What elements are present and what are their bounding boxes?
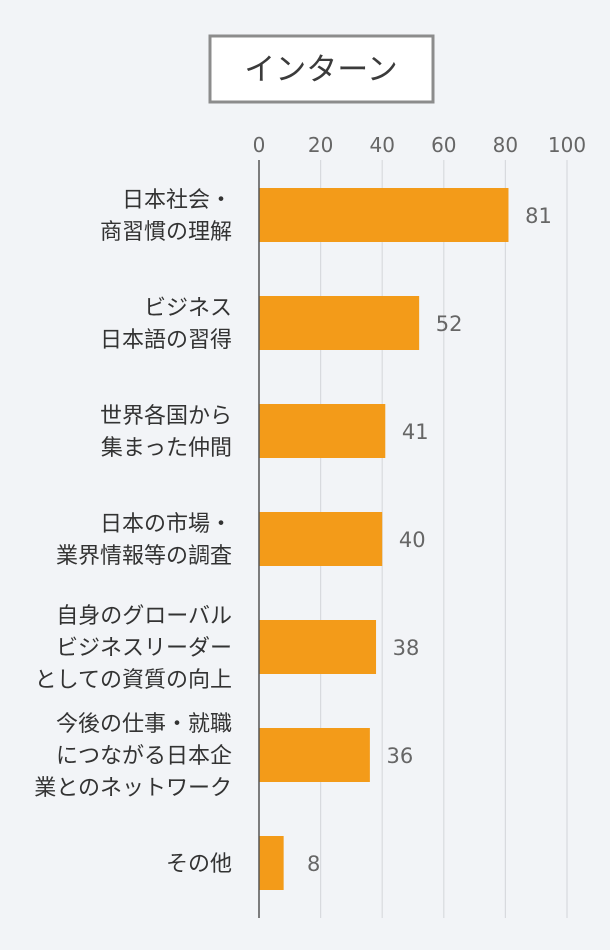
bar — [259, 404, 386, 458]
x-axis-ticks: 0 20 40 60 80 100 — [253, 133, 586, 157]
category-label: ビジネス日本語の習得 — [100, 296, 232, 353]
category-label-line: 業界情報等の調査 — [56, 544, 232, 569]
category-label-line: 日本語の習得 — [100, 328, 232, 353]
category-label-line: その他 — [166, 852, 232, 877]
value-label: 41 — [402, 420, 429, 444]
category-label-line: ビジネス — [144, 296, 232, 321]
x-tick-label: 0 — [253, 133, 266, 157]
x-tick-label: 20 — [308, 133, 333, 157]
value-label: 81 — [525, 204, 552, 228]
category-label-line: 日本社会・ — [122, 188, 232, 213]
bar — [259, 296, 420, 350]
chart-title: インターン — [244, 52, 397, 88]
bar — [259, 728, 370, 782]
category-label-line: 集まった仲間 — [101, 436, 232, 461]
category-label-line: 業とのネットワーク — [34, 776, 232, 801]
category-label: 今後の仕事・就職につながる日本企業とのネットワーク — [34, 712, 232, 801]
category-label-line: 日本の市場・ — [100, 512, 232, 537]
value-label: 40 — [399, 528, 426, 552]
bar — [259, 188, 509, 242]
value-label: 8 — [307, 852, 320, 876]
x-tick-label: 40 — [369, 133, 394, 157]
bar — [259, 620, 377, 674]
value-labels: 81 52 41 40 38 36 8 — [307, 204, 552, 876]
category-label-line: としての資質の向上 — [35, 668, 232, 693]
value-label: 52 — [436, 312, 463, 336]
category-label: その他 — [166, 852, 232, 877]
x-tick-label: 100 — [548, 133, 586, 157]
bar — [259, 836, 284, 890]
value-label: 38 — [393, 636, 420, 660]
category-label: 世界各国から集まった仲間 — [100, 404, 232, 461]
category-label-line: 今後の仕事・就職 — [56, 712, 232, 737]
category-label: 日本社会・商習慣の理解 — [100, 188, 232, 245]
category-label-line: 世界各国から — [100, 404, 232, 429]
title-box: インターン — [208, 34, 435, 104]
bars — [259, 188, 509, 890]
category-label: 日本の市場・業界情報等の調査 — [56, 512, 232, 569]
x-tick-label: 60 — [431, 133, 456, 157]
title-frame — [208, 34, 435, 104]
category-label: 自身のグローバルビジネスリーダーとしての資質の向上 — [35, 604, 232, 693]
bar — [259, 512, 383, 566]
category-label-line: ビジネスリーダー — [56, 636, 232, 661]
category-label-line: 商習慣の理解 — [100, 220, 232, 245]
x-tick-label: 80 — [493, 133, 518, 157]
category-label-line: につながる日本企 — [56, 744, 232, 769]
category-label-line: 自身のグローバル — [56, 604, 232, 629]
category-labels: 日本社会・商習慣の理解ビジネス日本語の習得世界各国から集まった仲間日本の市場・業… — [34, 188, 232, 877]
value-label: 36 — [387, 744, 414, 768]
